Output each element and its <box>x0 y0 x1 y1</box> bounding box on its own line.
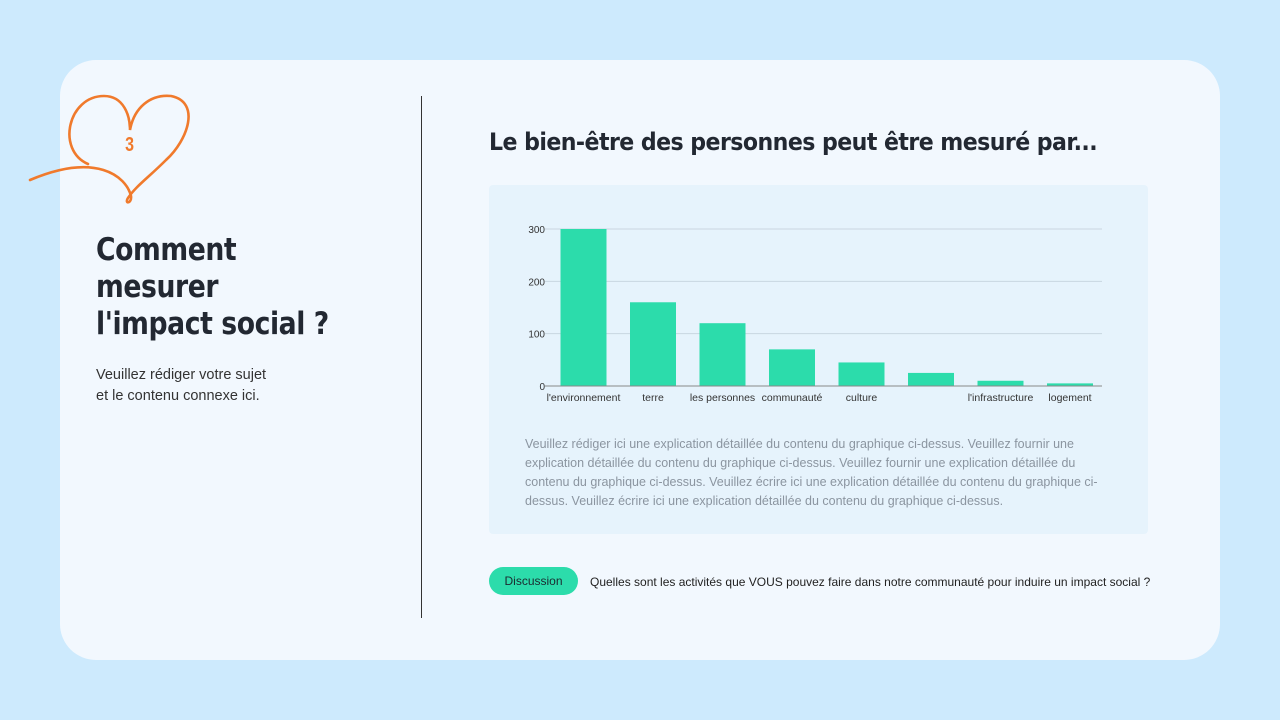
y-tick-label: 200 <box>528 277 545 288</box>
step-number: 3 <box>125 134 135 156</box>
title-line: Comment <box>96 232 237 268</box>
chart-heading: Le bien-être des personnes peut être mes… <box>489 128 1098 156</box>
bar <box>1047 383 1093 386</box>
heart-icon <box>28 94 190 204</box>
x-tick-label: l'environnement <box>547 392 621 404</box>
bar <box>838 362 885 386</box>
bar <box>977 380 1024 386</box>
x-tick-label: culture <box>846 392 878 404</box>
y-tick-label: 100 <box>528 330 545 341</box>
x-tick-label: les personnes <box>690 392 755 404</box>
x-tick-label: l'infrastructure <box>968 392 1034 404</box>
bar <box>560 229 607 386</box>
bar <box>699 323 746 386</box>
x-tick-label: communauté <box>762 392 823 404</box>
title-line: mesurer <box>96 269 219 305</box>
x-tick-label: logement <box>1048 392 1091 404</box>
y-tick-label: 300 <box>528 225 545 236</box>
discussion-question: Quelles sont les activités que VOUS pouv… <box>590 575 1151 589</box>
bar <box>769 349 815 386</box>
discussion-button[interactable]: Discussion <box>489 567 578 595</box>
section-title: Comment mesurer l'impact social ? <box>96 232 354 343</box>
bar <box>630 302 676 386</box>
section-subtitle: Veuillez rédiger votre sujet et le conte… <box>96 365 336 407</box>
subtitle-line: et le contenu connexe ici. <box>96 388 260 404</box>
x-tick-label: terre <box>642 392 664 404</box>
title-line: l'impact social ? <box>96 306 329 342</box>
chart-description: Veuillez rédiger ici une explication dét… <box>525 437 1098 508</box>
divider <box>421 96 422 618</box>
subtitle-line: Veuillez rédiger votre sujet <box>96 367 267 383</box>
bar <box>908 372 954 386</box>
y-tick-label: 0 <box>539 382 545 393</box>
